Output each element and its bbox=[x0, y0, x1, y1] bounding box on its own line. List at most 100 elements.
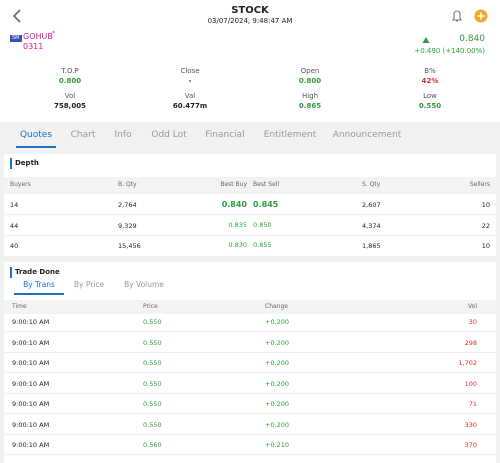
row-divider bbox=[4, 372, 496, 373]
depth-cell: 15,456 bbox=[118, 242, 141, 250]
trade-cell: +0.210 bbox=[265, 441, 290, 449]
depth-cell: 0.830 bbox=[228, 241, 247, 249]
trade-cell: 298 bbox=[464, 338, 477, 347]
stock-code: 0311 bbox=[23, 42, 44, 51]
trade-cell: 1,702 bbox=[458, 359, 477, 367]
column-header-bg bbox=[4, 177, 496, 194]
stat-value: 60.477m bbox=[172, 102, 208, 110]
trade-card bbox=[4, 262, 496, 463]
trade-cell: 9:00:10 AM bbox=[12, 379, 50, 388]
trade-cell: 100 bbox=[464, 379, 477, 388]
row-divider bbox=[4, 392, 496, 394]
depth-cell: 1,865 bbox=[362, 242, 381, 250]
stat-value: 758,005 bbox=[54, 102, 86, 110]
column-header: B. Qty bbox=[118, 181, 137, 188]
trade-cell: 9:00:10 AM bbox=[12, 400, 50, 408]
tab[interactable]: Chart bbox=[70, 130, 96, 140]
trade-cell: +0.200 bbox=[265, 318, 290, 326]
depth-cell: 40 bbox=[10, 242, 19, 250]
row-divider bbox=[4, 454, 496, 455]
trade-cell: +0.200 bbox=[265, 379, 290, 388]
column-header: Change bbox=[265, 303, 288, 310]
tab[interactable]: Info bbox=[114, 130, 132, 140]
trade-cell: 0.560 bbox=[143, 441, 162, 449]
stat-label: Close bbox=[180, 67, 200, 75]
column-header: S. Qty bbox=[362, 181, 381, 188]
up-arrow bbox=[422, 37, 430, 43]
section-title: Depth bbox=[15, 159, 39, 167]
depth-cell: 22 bbox=[481, 221, 490, 230]
trade-cell: 0.550 bbox=[143, 420, 162, 429]
back-button[interactable] bbox=[10, 8, 24, 24]
tab[interactable]: Quotes bbox=[19, 130, 53, 140]
column-header: Vol bbox=[468, 303, 477, 310]
stat-value: 0.800 bbox=[58, 77, 82, 85]
column-header: Time bbox=[12, 303, 27, 310]
column-header: Price bbox=[143, 303, 158, 310]
depth-cell: 0.840 bbox=[221, 200, 247, 209]
depth-cell: 0.845 bbox=[253, 200, 279, 209]
last-price: 0.840 bbox=[459, 34, 485, 44]
tab-underline bbox=[16, 146, 56, 148]
trade-cell: +0.200 bbox=[265, 420, 290, 429]
stat-value: 0.550 bbox=[418, 102, 442, 110]
section-marker bbox=[10, 158, 12, 169]
depth-cell: 0.855 bbox=[253, 241, 272, 249]
trade-cell: 9:00:10 AM bbox=[12, 338, 50, 347]
datetime: 03/07/2024, 9:48:47 AM bbox=[207, 17, 293, 25]
depth-cell: 2,607 bbox=[362, 201, 381, 209]
price-change: +0.490 (+140.00%) bbox=[414, 47, 485, 55]
bell-icon[interactable] bbox=[450, 8, 464, 24]
depth-cell: 2,764 bbox=[118, 201, 137, 209]
column-header: Sellers bbox=[469, 181, 490, 188]
stat-label: High bbox=[301, 92, 319, 100]
stat-label: Open bbox=[300, 67, 320, 75]
stat-value: 0.865 bbox=[298, 102, 322, 110]
row-divider bbox=[4, 351, 496, 353]
stat-label: Vol bbox=[64, 92, 76, 100]
header-panel bbox=[0, 0, 500, 122]
tab[interactable]: Announcement bbox=[332, 130, 402, 140]
tab[interactable]: Financial bbox=[205, 130, 245, 140]
trade-cell: 30 bbox=[468, 318, 477, 326]
trade-cell: 370 bbox=[464, 441, 477, 449]
trade-cell: +0.200 bbox=[265, 359, 290, 367]
stat-value: 42% bbox=[421, 77, 439, 85]
trade-cell: 9:00:10 AM bbox=[12, 420, 50, 429]
depth-cell: 0.850 bbox=[253, 220, 272, 229]
depth-cell: 10 bbox=[481, 242, 490, 250]
tab[interactable]: Entitlement bbox=[263, 130, 317, 140]
trade-cell: 9:00:10 AM bbox=[12, 441, 50, 449]
row-divider bbox=[4, 214, 496, 215]
stat-value: 0.800 bbox=[298, 77, 322, 85]
depth-cell: 10 bbox=[481, 201, 490, 209]
section-title: Trade Done bbox=[15, 268, 60, 276]
trade-cell: +0.200 bbox=[265, 338, 290, 347]
depth-cell: 4,374 bbox=[362, 221, 381, 230]
column-header: Best Buy bbox=[220, 181, 247, 188]
stock-flag: * bbox=[52, 30, 55, 37]
section-marker bbox=[10, 267, 12, 278]
tab[interactable]: Odd Lot bbox=[151, 130, 187, 140]
trade-cell: +0.200 bbox=[265, 400, 290, 408]
depth-cell: 14 bbox=[10, 201, 19, 209]
depth-cell: 44 bbox=[10, 221, 19, 230]
stat-label: Low bbox=[423, 92, 437, 100]
column-header: Best Sell bbox=[253, 181, 280, 188]
trade-tab[interactable]: By Volume bbox=[124, 280, 164, 289]
trade-tab[interactable]: By Price bbox=[73, 280, 105, 289]
stat-label: B% bbox=[424, 67, 436, 75]
trade-cell: 0.550 bbox=[143, 400, 162, 408]
add-button[interactable] bbox=[474, 9, 488, 23]
stock-name: GOHUB bbox=[23, 32, 53, 41]
row-divider bbox=[4, 234, 496, 236]
depth-card bbox=[4, 154, 496, 256]
trade-cell: 0.550 bbox=[143, 338, 162, 347]
trade-cell: 0.550 bbox=[143, 379, 162, 388]
row-divider bbox=[4, 331, 496, 332]
trade-cell: 0.550 bbox=[143, 318, 162, 326]
trade-cell: 71 bbox=[468, 400, 477, 408]
trade-tab[interactable]: By Trans bbox=[23, 280, 55, 289]
board-badge: SM bbox=[10, 35, 22, 42]
